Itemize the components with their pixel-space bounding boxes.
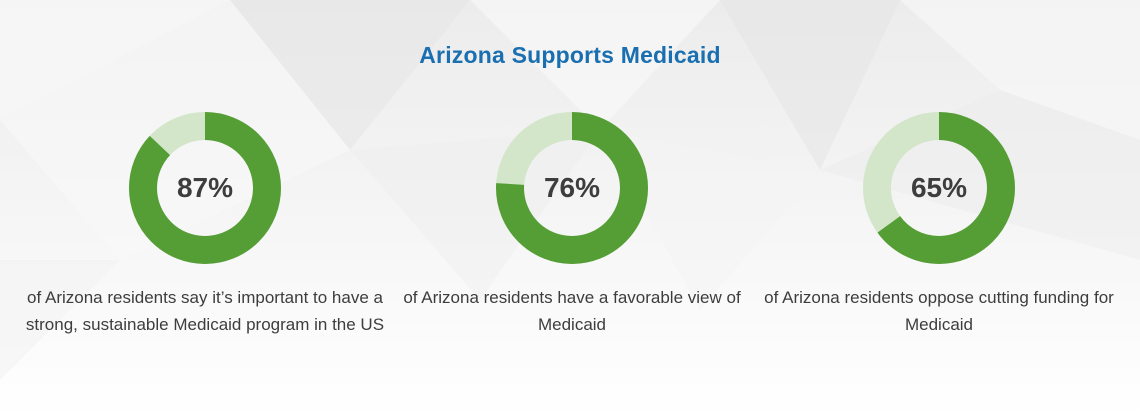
donut-1-value-arc xyxy=(129,112,281,264)
donut-2-caption: of Arizona residents have a favorable vi… xyxy=(403,288,741,334)
donut-3-percent-label: 65% xyxy=(910,172,968,203)
donut-3-value-arc xyxy=(863,112,1015,264)
donut-svg-3 xyxy=(863,112,1015,264)
chart-title: Arizona Supports Medicaid xyxy=(419,42,721,68)
donut-chart-2: 76% xyxy=(496,112,648,264)
donut-chart-1: 87% xyxy=(129,112,281,264)
donut-chart-3: 65% xyxy=(863,112,1015,264)
donut-1-percent-label: 87% xyxy=(176,172,234,203)
donut-svg-1 xyxy=(129,112,281,264)
donut-1-caption: of Arizona residents say it’s important … xyxy=(25,288,385,334)
donut-svg-2 xyxy=(496,112,648,264)
donut-2-value-arc xyxy=(496,112,648,264)
donut-2-percent-label: 76% xyxy=(543,172,601,203)
donut-3-caption: of Arizona residents oppose cutting fund… xyxy=(764,288,1114,334)
